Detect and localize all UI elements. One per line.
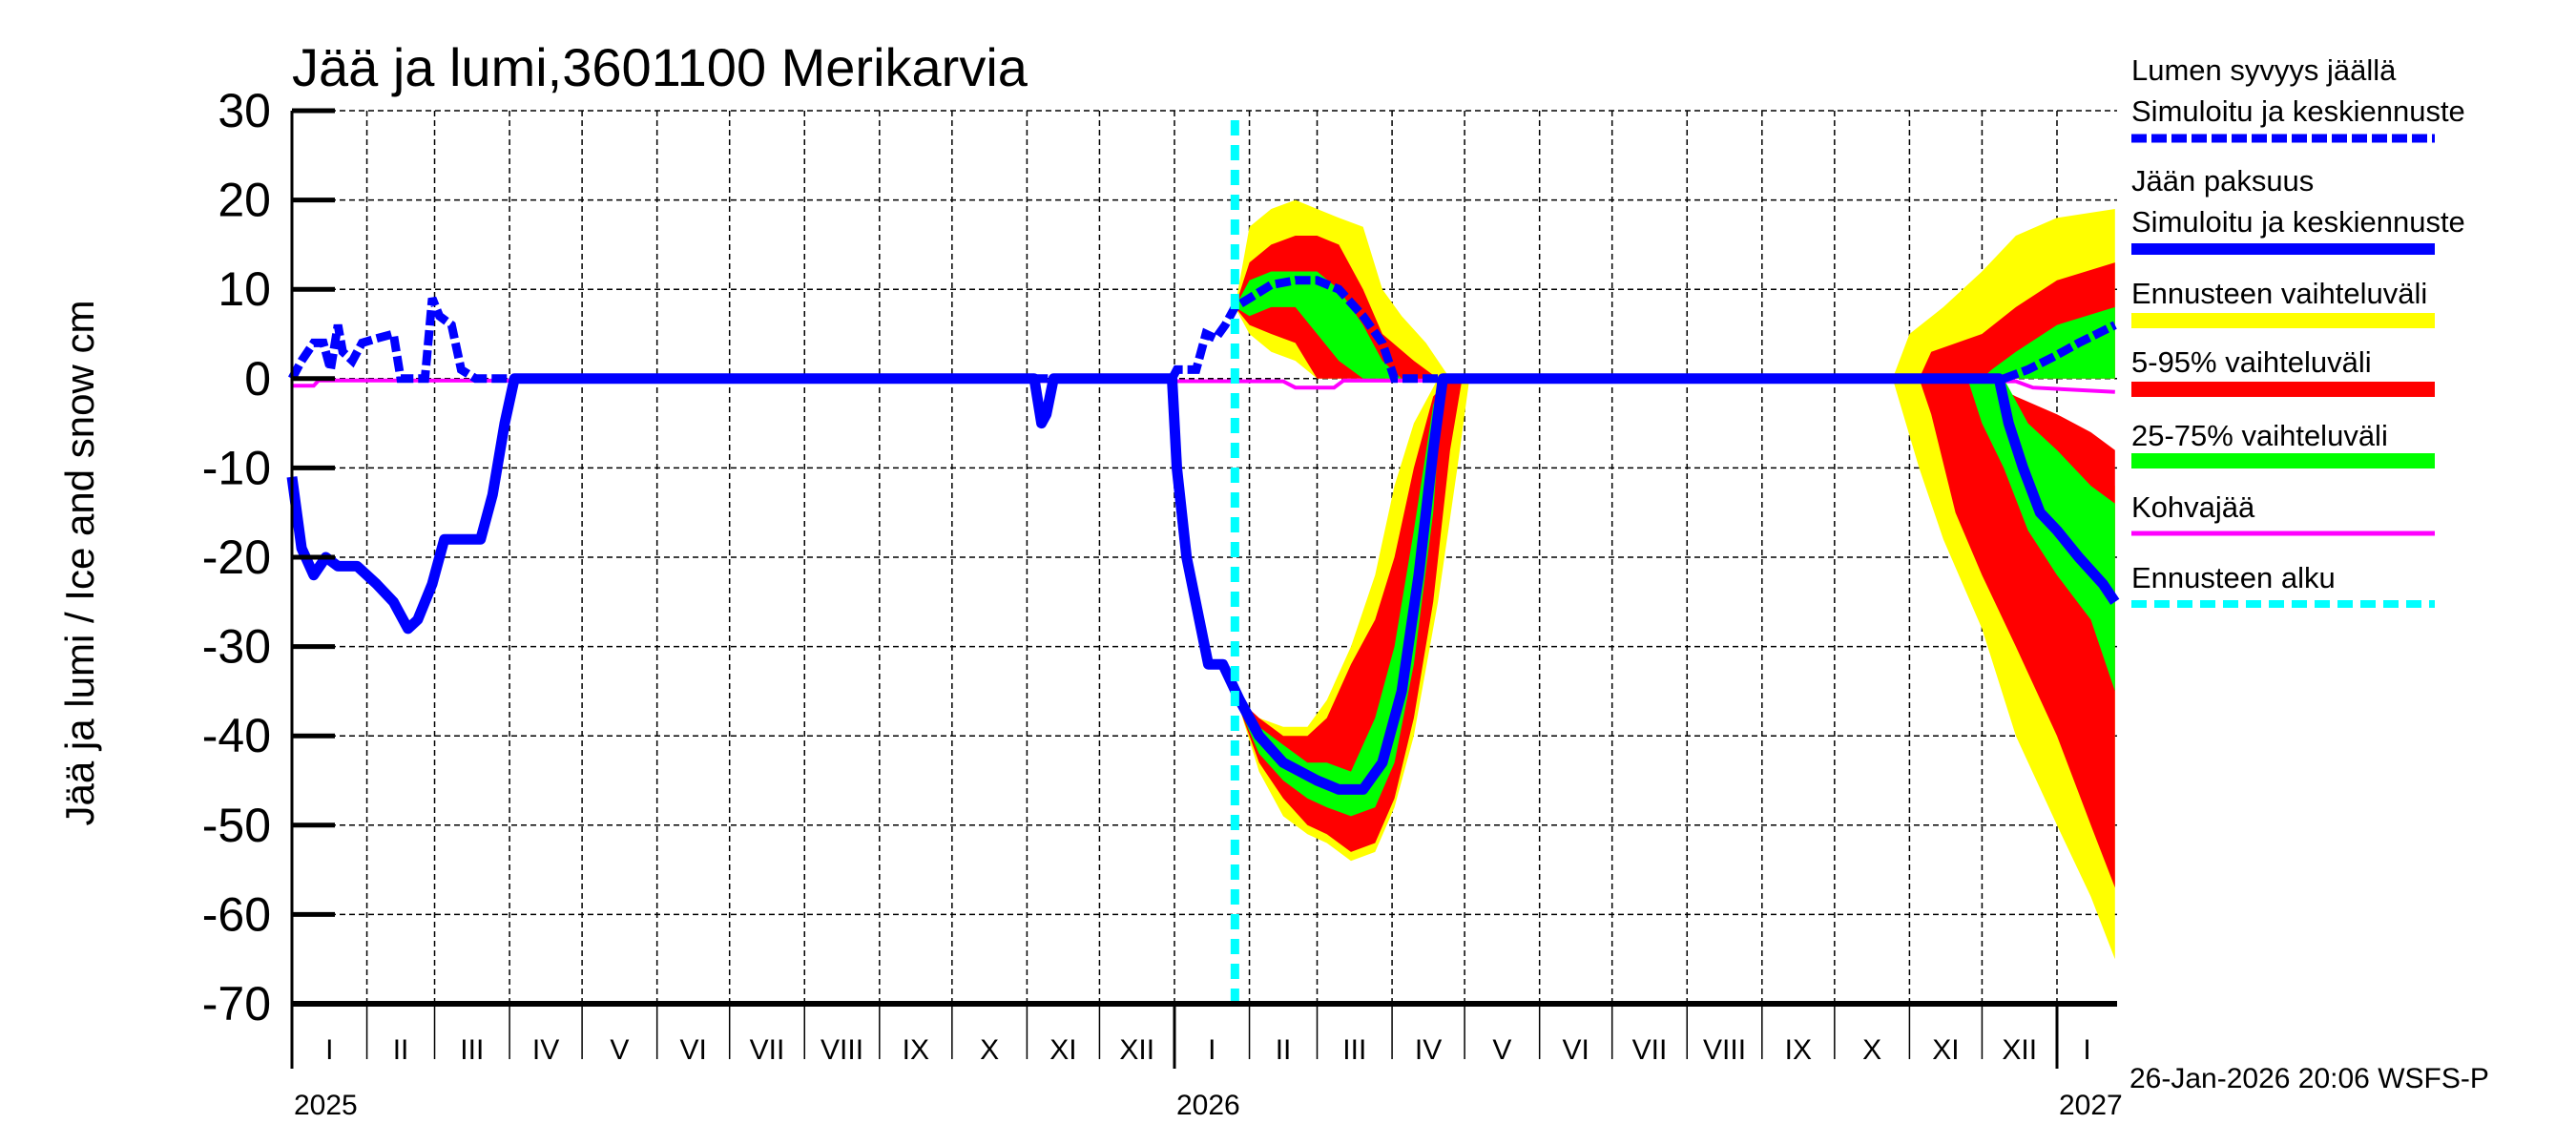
month-label: IV bbox=[532, 1034, 559, 1066]
month-label: IV bbox=[1415, 1034, 1442, 1066]
y-tick-label: 20 bbox=[218, 174, 271, 227]
month-label: X bbox=[1862, 1034, 1881, 1066]
band-p5-95 bbox=[1239, 378, 1463, 852]
year-label: 2027 bbox=[2059, 1090, 2123, 1121]
month-label: VI bbox=[680, 1034, 707, 1066]
month-label: II bbox=[393, 1034, 409, 1066]
y-tick-label: 10 bbox=[218, 262, 271, 316]
month-label: VII bbox=[1632, 1034, 1668, 1066]
legend-p5-95-label: 5-95% vaihteluväli bbox=[2131, 345, 2372, 379]
month-label: V bbox=[1492, 1034, 1511, 1066]
snow-depth-line bbox=[288, 276, 2117, 384]
legend-p5-95-swatch bbox=[2131, 382, 2435, 397]
legend-p25-75-swatch bbox=[2131, 453, 2435, 468]
month-label: V bbox=[610, 1034, 629, 1066]
year-label: 2026 bbox=[1176, 1090, 1240, 1121]
band-p25-75 bbox=[1967, 378, 2115, 692]
chart-title: Jää ja lumi,3601100 Merikarvia bbox=[292, 37, 1028, 97]
month-label: I bbox=[325, 1034, 333, 1066]
month-label: I bbox=[2083, 1034, 2090, 1066]
month-label: XI bbox=[1049, 1034, 1076, 1066]
month-label: III bbox=[460, 1034, 484, 1066]
month-label: I bbox=[1208, 1034, 1215, 1066]
series-lines bbox=[286, 120, 2120, 1004]
legend-snow-label: Lumen syvyys jäällä bbox=[2131, 53, 2397, 87]
month-label: XII bbox=[1119, 1034, 1154, 1066]
legend-forecast-start-label: Ennusteen alku bbox=[2131, 561, 2336, 594]
month-label: IX bbox=[903, 1034, 929, 1066]
legend-slush-label: Kohvajää bbox=[2131, 490, 2255, 524]
band-p25-75 bbox=[1982, 306, 2115, 379]
month-label: VIII bbox=[821, 1034, 863, 1066]
y-tick-label: -40 bbox=[202, 709, 271, 762]
month-label: IX bbox=[1785, 1034, 1812, 1066]
y-axis-label: Jää ja lumi / Ice and snow cm bbox=[57, 301, 102, 826]
legend-range-swatch bbox=[2131, 313, 2435, 328]
month-label: XI bbox=[1932, 1034, 1959, 1066]
y-tick-label: -10 bbox=[202, 441, 271, 494]
y-tick-label: -60 bbox=[202, 887, 271, 941]
legend-ice-label: Jään paksuus bbox=[2131, 164, 2314, 198]
legend-p25-75-label: 25-75% vaihteluväli bbox=[2131, 419, 2388, 452]
y-tick-label: 0 bbox=[244, 352, 271, 406]
month-label: VIII bbox=[1703, 1034, 1746, 1066]
forecast-bands bbox=[1235, 199, 2115, 960]
legend-range-label: Ennusteen vaihteluväli bbox=[2131, 277, 2427, 310]
y-tick-label: -20 bbox=[202, 531, 271, 584]
ice-thickness-line bbox=[286, 373, 2120, 795]
y-tick-label: -30 bbox=[202, 620, 271, 674]
legend: Lumen syvyys jäällä Simuloitu ja keskien… bbox=[2131, 53, 2465, 608]
legend-snow-sublabel: Simuloitu ja keskiennuste bbox=[2131, 94, 2465, 128]
month-label: XII bbox=[2002, 1034, 2037, 1066]
month-label: II bbox=[1276, 1034, 1292, 1066]
band-p25-75 bbox=[1235, 271, 1402, 379]
y-tick-label: -50 bbox=[202, 799, 271, 852]
month-label: III bbox=[1342, 1034, 1366, 1066]
y-tick-label: 30 bbox=[218, 84, 271, 137]
timestamp: 26-Jan-2026 20:06 WSFS-P bbox=[2129, 1063, 2489, 1094]
grid bbox=[292, 110, 2117, 1004]
slush-line bbox=[292, 378, 2115, 394]
month-label: X bbox=[980, 1034, 999, 1066]
y-tick-label: -70 bbox=[202, 977, 271, 1030]
month-label: VI bbox=[1563, 1034, 1589, 1066]
month-label: VII bbox=[750, 1034, 785, 1066]
year-label: 2025 bbox=[294, 1090, 358, 1121]
legend-ice-sublabel: Simuloitu ja keskiennuste bbox=[2131, 205, 2465, 239]
